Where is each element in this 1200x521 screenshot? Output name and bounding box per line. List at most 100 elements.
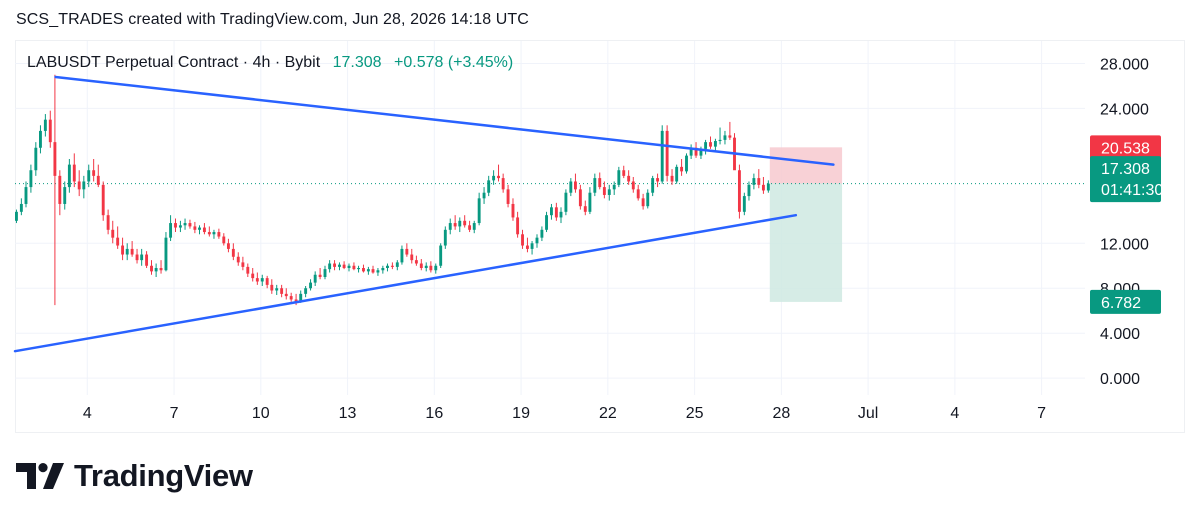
- candle-body: [212, 232, 216, 235]
- candle-body: [752, 178, 756, 185]
- candle-body: [651, 178, 655, 193]
- target-price-tag-background: [1090, 289, 1161, 314]
- candle-body: [304, 288, 308, 294]
- candle-body: [578, 189, 582, 207]
- candle-body: [761, 184, 765, 191]
- candle-body: [183, 223, 187, 226]
- trendline-lower: [13, 213, 798, 353]
- candle-body: [487, 180, 491, 193]
- position-zones: [15, 147, 1085, 302]
- candle-body: [270, 284, 274, 291]
- candle-body: [376, 270, 380, 273]
- candle-body: [342, 264, 346, 269]
- candle-body: [439, 245, 443, 266]
- candle-body: [121, 245, 125, 255]
- candle-body: [154, 268, 158, 272]
- candle-body: [188, 223, 192, 227]
- candle-body: [198, 227, 201, 230]
- candle-body: [506, 189, 510, 204]
- time-tick-label: 4: [950, 405, 959, 422]
- candle-body: [24, 187, 28, 204]
- candle-body: [39, 130, 42, 148]
- candle-body: [241, 262, 245, 267]
- candle-body: [636, 189, 640, 199]
- candle-body: [246, 266, 250, 274]
- candle-body: [665, 130, 669, 176]
- candle-body: [525, 245, 529, 249]
- candle-body: [82, 181, 86, 190]
- candle-body: [675, 166, 679, 182]
- candle-body: [737, 170, 741, 212]
- candle-body: [670, 175, 674, 182]
- candle-body: [53, 142, 57, 176]
- time-tick-label: Jul: [858, 405, 878, 422]
- candle-body: [236, 256, 240, 263]
- candle-body: [641, 198, 645, 207]
- candle-body: [352, 265, 356, 270]
- candle-body: [72, 164, 76, 182]
- price-tick-label: 24.000: [1100, 101, 1149, 118]
- candle-body: [607, 189, 611, 195]
- brand-name: TradingView: [74, 458, 253, 493]
- candle-body: [554, 207, 558, 218]
- candle-body: [260, 278, 264, 282]
- target-price-tag-label: 6.782: [1101, 295, 1141, 312]
- candle-body: [709, 142, 712, 147]
- candle-body: [559, 211, 563, 218]
- candle-body: [501, 178, 505, 190]
- candle-body: [660, 130, 664, 182]
- candle-body: [309, 282, 312, 289]
- candle-body: [217, 232, 221, 237]
- candle-body: [694, 147, 698, 156]
- candle-body: [564, 192, 568, 212]
- time-tick-label: 28: [772, 405, 790, 422]
- candle-body: [294, 299, 298, 302]
- candle-body: [333, 263, 336, 267]
- candle-body: [728, 135, 732, 138]
- candle-body: [111, 229, 115, 238]
- candle-body: [193, 226, 197, 230]
- candle-body: [174, 223, 177, 228]
- candle-body: [540, 229, 544, 238]
- candle-body: [101, 184, 105, 216]
- candle-body: [680, 166, 684, 172]
- candle-body: [58, 175, 62, 204]
- candle-body: [583, 206, 587, 212]
- chart-caption: SCS_TRADES created with TradingView.com,…: [16, 11, 529, 28]
- candle-body: [207, 232, 211, 235]
- candle-body: [598, 178, 602, 188]
- symbol-label: LABUSDT Perpetual Contract · 4h · Bybit: [27, 54, 321, 71]
- tradingview-brand[interactable]: TradingView: [16, 458, 253, 494]
- last-price-label: 17.308: [332, 54, 382, 71]
- candle-body: [125, 248, 129, 255]
- candle-body: [386, 265, 389, 269]
- candle-body: [366, 269, 370, 272]
- candle-body: [130, 248, 134, 255]
- candle-body: [521, 234, 524, 246]
- candle-body: [145, 254, 149, 266]
- candle-body: [328, 263, 332, 270]
- candle-body: [443, 229, 447, 246]
- candle-body: [178, 225, 182, 228]
- price-tick-label: 4.000: [1100, 326, 1140, 343]
- candle-body: [622, 170, 626, 176]
- candle-body: [516, 217, 520, 235]
- candle-body: [338, 264, 341, 267]
- candle-body: [511, 203, 515, 218]
- grid-lines: [15, 41, 1085, 395]
- candle-body: [34, 147, 38, 171]
- chart-frame: [15, 40, 1185, 433]
- last-price-tag-background: [1090, 156, 1161, 203]
- time-tick-label: 4: [83, 405, 92, 422]
- time-tick-label: 16: [425, 405, 443, 422]
- candle-body: [472, 223, 476, 230]
- take-profit-zone: [769, 183, 843, 302]
- candle-body: [612, 184, 616, 190]
- candle-body: [535, 237, 539, 244]
- candle-body: [685, 155, 688, 172]
- price-tick-label: 0.000: [1100, 371, 1140, 388]
- candle-body: [713, 141, 717, 147]
- candle-body: [19, 203, 23, 212]
- candle-body: [63, 187, 67, 204]
